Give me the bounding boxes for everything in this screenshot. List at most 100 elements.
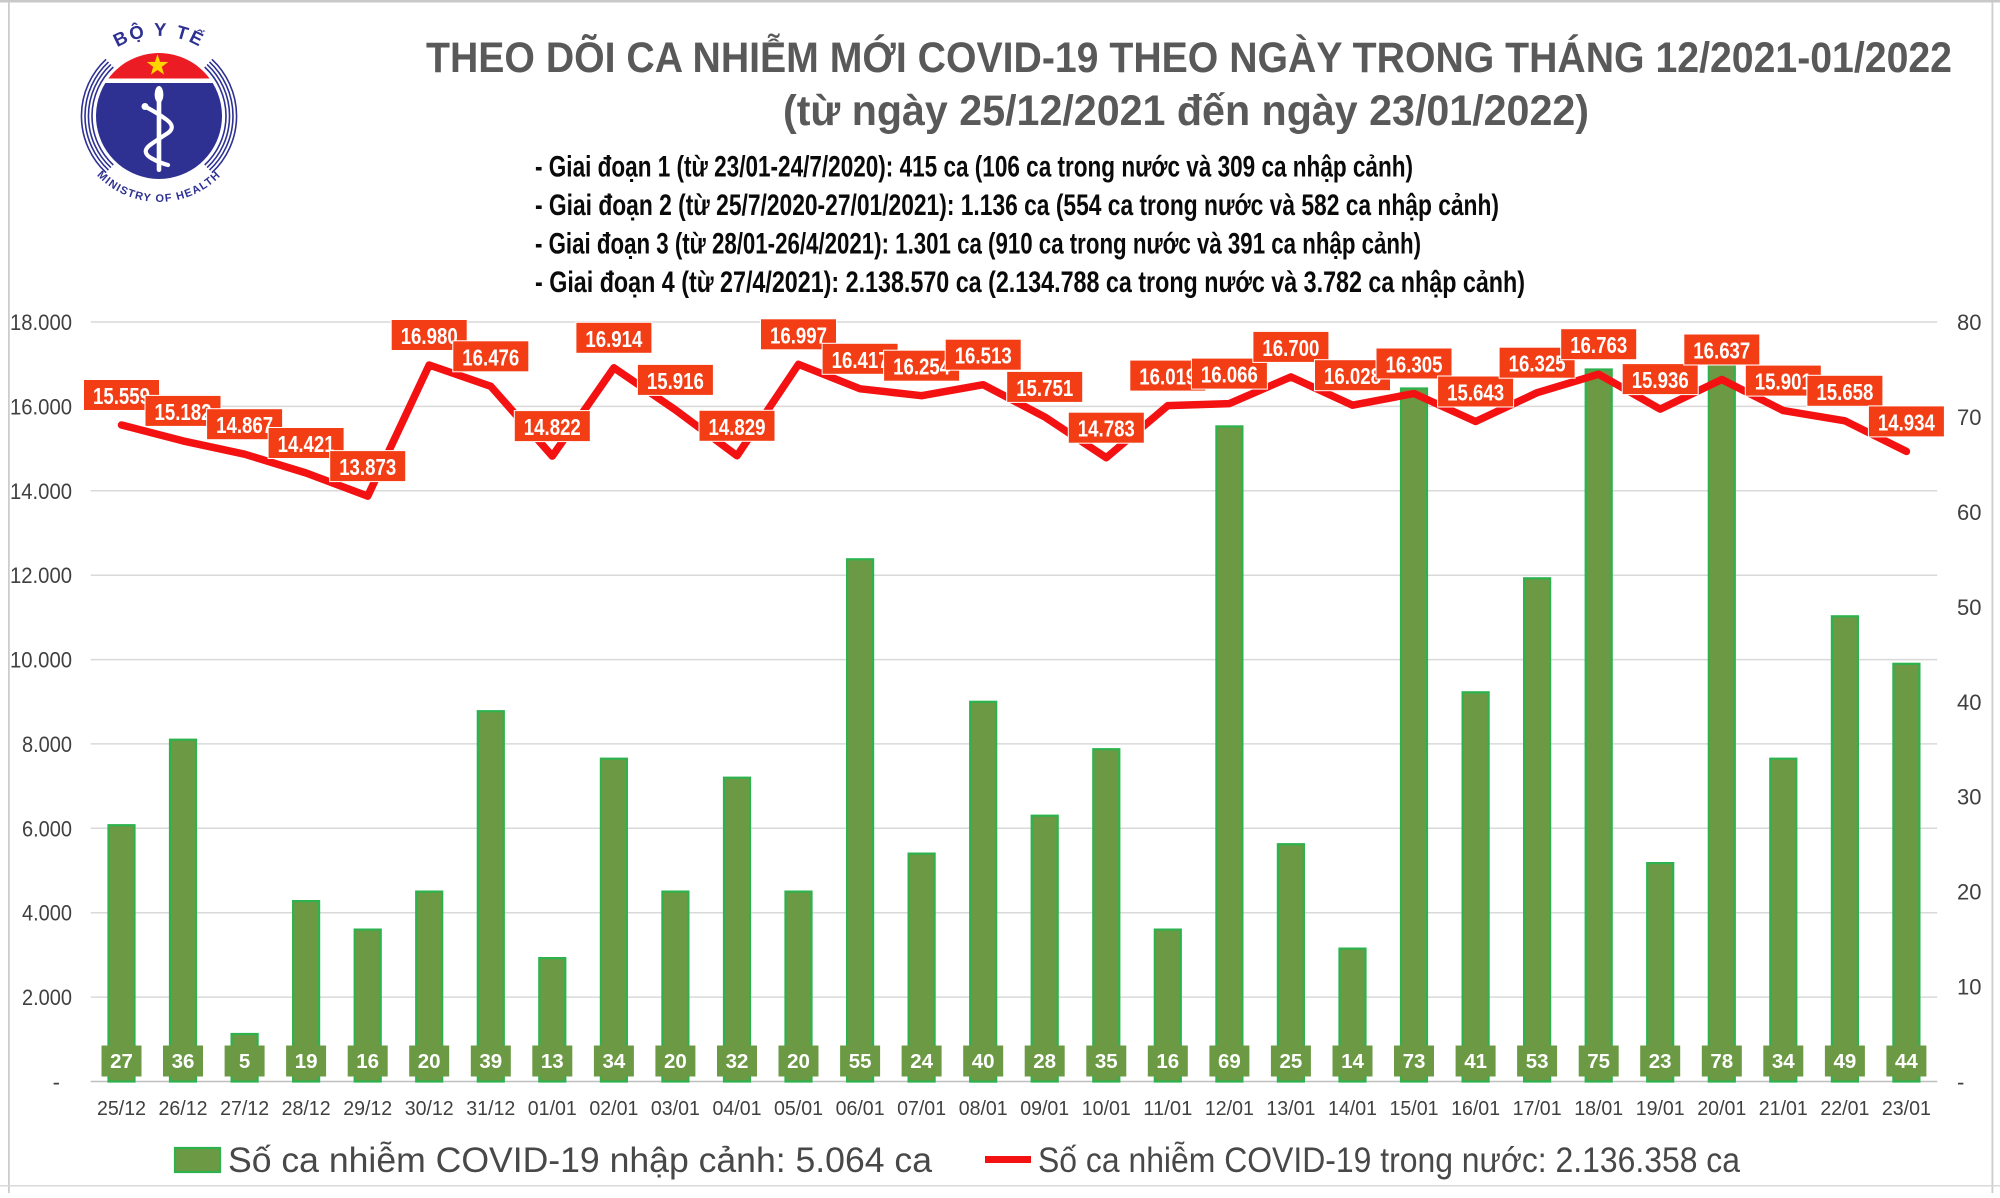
svg-text:16.980: 16.980 xyxy=(401,323,458,349)
svg-text:40: 40 xyxy=(972,1050,995,1073)
svg-text:- Giai đoạn 3 (từ 28/01-26/4/2: - Giai đoạn 3 (từ 28/01-26/4/2021): 1.30… xyxy=(535,227,1421,260)
svg-text:-: - xyxy=(1957,1070,1964,1095)
svg-text:13.873: 13.873 xyxy=(339,454,396,480)
svg-text:44: 44 xyxy=(1895,1050,1918,1073)
svg-text:11/01: 11/01 xyxy=(1143,1097,1192,1120)
svg-text:75: 75 xyxy=(1587,1050,1610,1073)
svg-text:20: 20 xyxy=(664,1050,687,1073)
svg-text:20: 20 xyxy=(787,1050,810,1073)
svg-text:19/01: 19/01 xyxy=(1636,1097,1685,1120)
svg-text:73: 73 xyxy=(1403,1050,1426,1073)
svg-text:28/12: 28/12 xyxy=(282,1097,331,1120)
svg-text:12.000: 12.000 xyxy=(10,563,72,588)
svg-text:23: 23 xyxy=(1649,1050,1672,1073)
svg-text:Số ca nhiễm COVID-19 trong nướ: Số ca nhiễm COVID-19 trong nước: 2.136.3… xyxy=(1038,1141,1740,1180)
svg-text:4.000: 4.000 xyxy=(22,901,72,926)
svg-text:53: 53 xyxy=(1526,1050,1549,1073)
svg-text:14/01: 14/01 xyxy=(1328,1097,1377,1120)
svg-text:20: 20 xyxy=(418,1050,441,1073)
svg-text:16.997: 16.997 xyxy=(770,322,827,348)
svg-text:36: 36 xyxy=(172,1050,195,1073)
svg-text:- Giai đoạn 1 (từ 23/01-24/7/2: - Giai đoạn 1 (từ 23/01-24/7/2020): 415 … xyxy=(535,150,1413,183)
svg-text:16.700: 16.700 xyxy=(1262,335,1319,361)
svg-text:05/01: 05/01 xyxy=(774,1097,823,1120)
svg-text:14.000: 14.000 xyxy=(10,479,72,504)
svg-text:55: 55 xyxy=(849,1050,872,1073)
svg-text:Số ca nhiễm COVID-19 nhập cảnh: Số ca nhiễm COVID-19 nhập cảnh: 5.064 ca xyxy=(228,1141,933,1180)
svg-text:15.936: 15.936 xyxy=(1632,367,1689,393)
svg-text:09/01: 09/01 xyxy=(1020,1097,1069,1120)
svg-text:16.417: 16.417 xyxy=(832,347,889,373)
svg-text:17/01: 17/01 xyxy=(1513,1097,1562,1120)
svg-text:16.000: 16.000 xyxy=(10,394,72,419)
svg-text:16.637: 16.637 xyxy=(1693,338,1750,364)
svg-text:02/01: 02/01 xyxy=(589,1097,638,1120)
svg-text:30/12: 30/12 xyxy=(405,1097,454,1120)
svg-text:6.000: 6.000 xyxy=(22,816,72,841)
svg-text:16.066: 16.066 xyxy=(1201,362,1258,388)
svg-text:- Giai đoạn 2 (từ 25/7/2020-27: - Giai đoạn 2 (từ 25/7/2020-27/01/2021):… xyxy=(535,189,1499,222)
svg-text:16.028: 16.028 xyxy=(1324,363,1381,389)
svg-text:34: 34 xyxy=(602,1050,625,1073)
svg-text:- Giai đoạn 4 (từ 27/4/2021):: - Giai đoạn 4 (từ 27/4/2021): 2.138.570 … xyxy=(535,266,1525,299)
svg-text:35: 35 xyxy=(1095,1050,1118,1073)
svg-text:15/01: 15/01 xyxy=(1390,1097,1439,1120)
svg-text:20/01: 20/01 xyxy=(1697,1097,1746,1120)
svg-text:16.513: 16.513 xyxy=(955,343,1012,369)
svg-text:16: 16 xyxy=(1156,1050,1179,1073)
svg-text:78: 78 xyxy=(1710,1050,1733,1073)
svg-text:15.658: 15.658 xyxy=(1816,379,1873,405)
svg-text:15.901: 15.901 xyxy=(1755,369,1812,395)
svg-text:10: 10 xyxy=(1957,975,1981,1000)
svg-text:-: - xyxy=(53,1070,60,1095)
svg-text:10.000: 10.000 xyxy=(10,648,72,673)
svg-text:16.763: 16.763 xyxy=(1570,332,1627,358)
svg-text:69: 69 xyxy=(1218,1050,1241,1073)
svg-text:14.421: 14.421 xyxy=(278,431,335,457)
svg-text:04/01: 04/01 xyxy=(713,1097,762,1120)
svg-text:60: 60 xyxy=(1957,500,1981,525)
svg-text:29/12: 29/12 xyxy=(343,1097,392,1120)
svg-text:16.019: 16.019 xyxy=(1139,364,1196,390)
svg-text:19: 19 xyxy=(295,1050,318,1073)
svg-text:16.914: 16.914 xyxy=(585,326,642,352)
svg-text:15.182: 15.182 xyxy=(155,399,212,425)
svg-text:10/01: 10/01 xyxy=(1082,1097,1131,1120)
svg-text:18/01: 18/01 xyxy=(1574,1097,1623,1120)
svg-text:14.822: 14.822 xyxy=(524,414,581,440)
svg-text:2.000: 2.000 xyxy=(22,985,72,1010)
svg-text:34: 34 xyxy=(1772,1050,1795,1073)
svg-text:80: 80 xyxy=(1957,310,1981,335)
svg-text:16/01: 16/01 xyxy=(1451,1097,1500,1120)
svg-text:06/01: 06/01 xyxy=(836,1097,885,1120)
svg-text:(từ ngày 25/12/2021 đến ngày 2: (từ ngày 25/12/2021 đến ngày 23/01/2022) xyxy=(783,88,1589,135)
svg-text:15.559: 15.559 xyxy=(93,383,150,409)
svg-text:39: 39 xyxy=(479,1050,502,1073)
svg-text:70: 70 xyxy=(1957,405,1981,430)
svg-text:15.916: 15.916 xyxy=(647,368,704,394)
svg-text:14: 14 xyxy=(1341,1050,1364,1073)
svg-text:25: 25 xyxy=(1279,1050,1302,1073)
svg-text:49: 49 xyxy=(1833,1050,1856,1073)
svg-text:16.325: 16.325 xyxy=(1509,351,1566,377)
svg-text:16: 16 xyxy=(356,1050,379,1073)
svg-text:32: 32 xyxy=(726,1050,749,1073)
svg-text:01/01: 01/01 xyxy=(528,1097,577,1120)
svg-text:26/12: 26/12 xyxy=(159,1097,208,1120)
svg-text:31/12: 31/12 xyxy=(466,1097,515,1120)
svg-text:12/01: 12/01 xyxy=(1205,1097,1254,1120)
svg-text:21/01: 21/01 xyxy=(1759,1097,1808,1120)
svg-text:03/01: 03/01 xyxy=(651,1097,700,1120)
svg-text:30: 30 xyxy=(1957,785,1981,810)
svg-text:27: 27 xyxy=(110,1050,133,1073)
svg-text:16.305: 16.305 xyxy=(1386,352,1443,378)
svg-text:16.254: 16.254 xyxy=(893,354,950,380)
svg-text:20: 20 xyxy=(1957,880,1981,905)
svg-text:08/01: 08/01 xyxy=(959,1097,1008,1120)
svg-text:23/01: 23/01 xyxy=(1882,1097,1931,1120)
svg-text:14.783: 14.783 xyxy=(1078,416,1135,442)
svg-text:18.000: 18.000 xyxy=(10,310,72,335)
svg-text:5: 5 xyxy=(239,1050,250,1073)
svg-text:40: 40 xyxy=(1957,690,1981,715)
svg-text:07/01: 07/01 xyxy=(897,1097,946,1120)
